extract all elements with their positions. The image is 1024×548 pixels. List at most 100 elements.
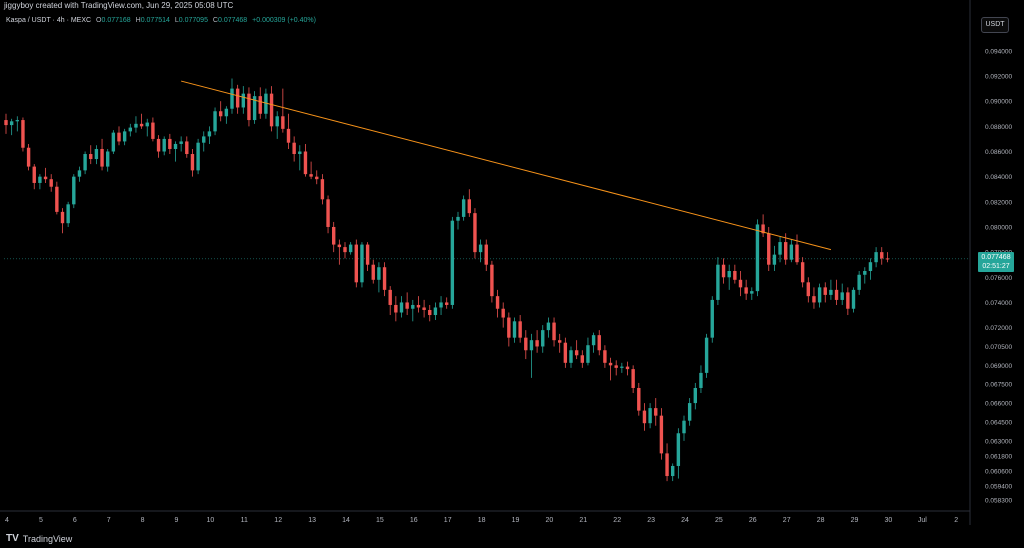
price-chart[interactable]: 0.094000 0.092000 0.090000 0.088000 0.086000…	[0, 0, 1024, 530]
candle-body	[377, 267, 381, 280]
currency-selector-button[interactable]: USDT	[981, 17, 1009, 33]
x-tick-label: Jul	[918, 517, 927, 524]
candle-body	[552, 322, 556, 341]
created-by-text: jiggyboy created with TradingView.com, J…	[4, 1, 234, 10]
tradingview-logo[interactable]: TV TradingView	[6, 533, 72, 544]
candle-body	[800, 262, 805, 283]
y-tick-label: 0.088000	[985, 124, 1012, 131]
candle-body	[620, 366, 624, 368]
candle-body	[687, 403, 692, 421]
candle-body	[405, 302, 409, 309]
candle-body	[529, 340, 534, 351]
candle-body	[586, 345, 590, 363]
candle-body	[880, 252, 884, 259]
x-tick-label: 5	[39, 517, 43, 524]
x-tick-label: 4	[5, 517, 9, 524]
y-tick-label: 0.082000	[985, 199, 1012, 206]
candle-body	[213, 111, 217, 132]
y-tick-label: 0.064500	[985, 419, 1012, 426]
y-tick-label: 0.070500	[985, 344, 1012, 351]
candle-body	[332, 226, 336, 245]
chart-header-bar: jiggyboy created with TradingView.com, J…	[0, 0, 1024, 10]
candle-body	[738, 279, 743, 288]
candle-body	[456, 216, 460, 221]
candle-body	[823, 287, 827, 295]
y-tick-label: 0.067500	[985, 382, 1012, 389]
candle-body	[484, 244, 488, 265]
y-tick-label: 0.086000	[985, 149, 1012, 156]
y-tick-label: 0.059400	[985, 484, 1012, 491]
candle-body	[524, 337, 528, 351]
candle-body	[151, 122, 155, 139]
candle-body	[507, 317, 511, 338]
y-tick-label: 0.076000	[985, 275, 1012, 282]
candle-body	[196, 142, 200, 171]
candle-body	[416, 304, 421, 308]
candle-body	[558, 340, 562, 343]
symbol-name[interactable]: Kaspa / USDT · 4h · MEXC	[6, 17, 92, 24]
y-tick-label: 0.092000	[985, 74, 1012, 81]
candle-body	[535, 340, 539, 347]
ohlc-low-value: 0.077095	[178, 17, 208, 24]
candle-body	[156, 138, 161, 152]
candle-body	[394, 304, 398, 313]
symbol-legend[interactable]: Kaspa / USDT · 4h · MEXC O0.077168 H0.07…	[6, 17, 316, 24]
candle-body	[608, 362, 613, 366]
candle-body	[885, 258, 890, 260]
candle-body	[637, 387, 641, 411]
candle-body	[490, 264, 494, 297]
x-tick-label: 17	[444, 517, 452, 524]
candle-body	[371, 264, 375, 280]
ohlc-close-value: 0.077468	[217, 17, 248, 24]
candle-body	[185, 141, 189, 155]
x-tick-label: 15	[376, 517, 384, 524]
candle-body	[682, 420, 686, 434]
candle-body	[72, 176, 76, 205]
candle-body	[219, 111, 223, 117]
candle-body	[303, 151, 308, 175]
candle-body	[495, 296, 500, 309]
candle-body	[761, 224, 765, 234]
x-tick-label: 10	[207, 517, 215, 524]
candle-body	[450, 220, 455, 305]
candle-body	[580, 355, 584, 363]
candle-body	[241, 93, 245, 108]
candle-body	[38, 176, 42, 183]
candle-body	[89, 154, 93, 160]
candle-body	[665, 453, 669, 477]
candle-body	[106, 151, 110, 167]
candle-body	[569, 350, 573, 363]
candle-body	[21, 120, 25, 148]
candle-body	[817, 287, 822, 303]
x-tick-label: 29	[851, 517, 859, 524]
candle-body	[4, 120, 8, 126]
candle-body	[100, 148, 104, 167]
x-tick-label: 19	[512, 517, 520, 524]
last-price-tag: 0.077468 02:51:27	[978, 251, 1014, 272]
candle-body	[365, 244, 370, 265]
x-tick-label: 7	[107, 517, 111, 524]
candle-body	[134, 123, 138, 128]
footer-bar: TV TradingView	[0, 530, 1024, 548]
x-tick-label: 26	[749, 517, 757, 524]
y-tick-label: 0.090000	[985, 99, 1012, 106]
candle-body	[411, 304, 415, 309]
candle-body	[591, 335, 596, 346]
candle-body	[9, 121, 14, 126]
candle-body	[710, 299, 714, 338]
ohlc-high-label: H	[135, 17, 141, 24]
candle-body	[207, 131, 212, 137]
candle-body	[343, 247, 347, 253]
candle-body	[676, 433, 681, 466]
candle-body	[320, 179, 325, 200]
candle-body	[428, 309, 432, 316]
candle-body	[49, 179, 53, 187]
candle-body	[286, 128, 291, 143]
x-tick-label: 28	[817, 517, 825, 524]
ohlc-low-label: L	[174, 17, 179, 24]
candle-body	[631, 369, 635, 388]
candle-body	[399, 302, 404, 313]
candle-body	[224, 108, 229, 117]
candle-body	[574, 350, 579, 356]
x-tick-label: 23	[647, 517, 655, 524]
